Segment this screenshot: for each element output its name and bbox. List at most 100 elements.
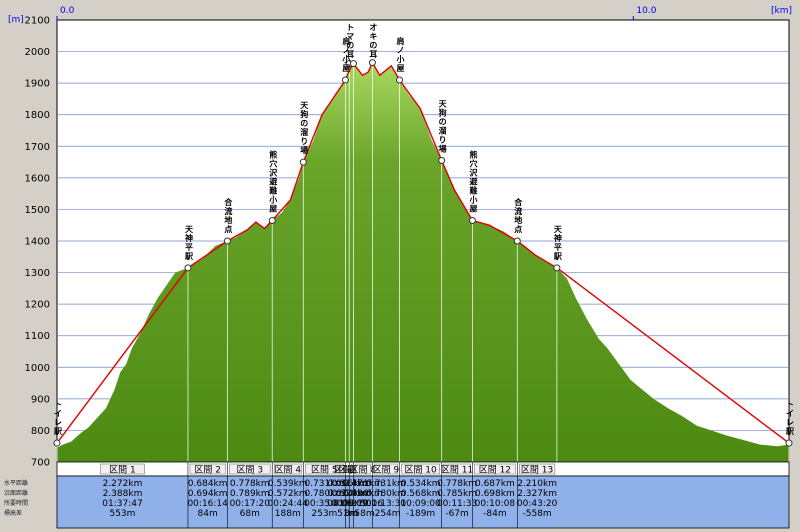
y-tick-label: 1000 — [25, 363, 50, 374]
checkpoint-label: 肩ノ小屋 — [341, 36, 350, 73]
y-tick-label: 1900 — [25, 79, 50, 90]
section-name: 区間 3 — [237, 465, 264, 476]
section-value: 00:17:20 — [230, 499, 271, 509]
section-value: 8m — [344, 509, 359, 519]
y-axis: 700 800 900 1000 1100 1200 1300 1400 1500 1600 170… — [25, 16, 50, 469]
checkpoint-marker — [53, 439, 61, 447]
section-value: 0.731km — [304, 479, 344, 489]
y-tick-label: 900 — [31, 394, 50, 405]
section-value: 0.066km — [327, 479, 367, 489]
section-value: 0.329km — [331, 489, 371, 499]
route-path — [56, 61, 790, 444]
x-axis: 0.0 10.0 — [56, 6, 657, 20]
section-name: 区間 10 — [404, 465, 437, 476]
checkpoint-label: 天狗の溜り場 — [438, 99, 448, 153]
table-row-label: 水平距離 — [4, 479, 28, 487]
checkpoint-marker — [268, 216, 276, 224]
section-header-cell — [518, 463, 556, 475]
x-tick-label: 0.0 — [60, 6, 75, 16]
y-tick-label: 1400 — [25, 237, 50, 248]
section-name: 区間 8 — [350, 465, 377, 476]
checkpoint-label: トイレ駅 — [786, 400, 795, 436]
checkpoint-marker — [223, 237, 231, 245]
section-value: 0.778km — [437, 479, 477, 489]
section-name: 区間 1 — [109, 465, 136, 476]
terrain-fill — [57, 62, 789, 462]
section-value: 68m — [240, 509, 260, 519]
section-value: 0.778km — [230, 479, 270, 489]
section-header-cell — [474, 463, 516, 475]
section-name: 区間 2 — [194, 465, 221, 476]
section-header-cell — [374, 463, 398, 475]
section-value: 00:11:33 — [437, 499, 477, 509]
section-value: 0.490km — [343, 489, 383, 499]
section-value: 0.572km — [268, 489, 308, 499]
section-value: 0.698km — [475, 489, 515, 499]
checkpoint-label: 天神平駅 — [185, 225, 194, 261]
section-name: 区間 12 — [479, 465, 511, 476]
section-value: 51m — [337, 509, 357, 519]
section-header-cell — [229, 463, 271, 475]
section-value: 84m — [198, 509, 218, 519]
y-tick-label: 800 — [31, 426, 50, 437]
section-value: -254m — [371, 509, 400, 519]
x-axis-unit-label: [km] — [771, 6, 792, 16]
section-value: -84m — [483, 509, 506, 519]
section-value: 00:24:44 — [268, 499, 309, 509]
section-value: 0.534km — [401, 479, 441, 489]
checkpoint-marker — [553, 264, 561, 272]
table-row-label: 標高差 — [4, 509, 22, 517]
y-tick-label: 1100 — [25, 331, 50, 342]
checkpoint-marker — [438, 156, 446, 164]
y-tick-label: 1200 — [25, 300, 50, 311]
y-tick-label: 1800 — [25, 110, 50, 121]
checkpoint-label: 合流地点 — [513, 197, 523, 234]
checkpoint-marker — [299, 158, 307, 166]
section-header-cell — [273, 463, 302, 475]
x-tick-label: 10.0 — [636, 6, 656, 16]
section-header-cell — [401, 463, 440, 475]
checkpoint-label: 天狗の溜り場 — [299, 101, 309, 155]
section-header-cell — [443, 463, 471, 475]
checkpoint-markers — [53, 59, 793, 447]
section-name: 区間 5 — [311, 465, 338, 476]
section-value: 01:37:47 — [102, 499, 142, 509]
checkpoint-label: 熊穴沢避難小屋 — [468, 149, 478, 213]
section-value: -67m — [445, 509, 468, 519]
checkpoint-marker — [368, 59, 376, 67]
y-tick-label: 1700 — [25, 142, 50, 153]
checkpoint-marker — [396, 76, 404, 84]
section-header-cell — [189, 463, 226, 475]
checkpoint-label: 肩ノ小屋 — [396, 36, 405, 73]
table-row-label: 所要時間 — [4, 499, 28, 507]
section-value: 0.687km — [475, 479, 515, 489]
section-header-cell — [355, 463, 371, 475]
section-value: 0.314km — [331, 479, 371, 489]
section-value: 0.780km — [304, 489, 344, 499]
section-value: 2.272km — [103, 479, 143, 489]
section-header-cell — [100, 463, 145, 475]
section-value: 00:09:00 — [400, 499, 441, 509]
section-name: 区間 9 — [373, 465, 400, 476]
section-value: 00:10:16 — [343, 499, 384, 509]
section-value: 00:16:14 — [187, 499, 228, 509]
section-value: 0.789km — [230, 489, 270, 499]
section-value: -189m — [406, 509, 435, 519]
section-header-cell — [304, 463, 344, 475]
checkpoint-lines — [56, 62, 790, 462]
section-name: 区間 6 — [334, 465, 361, 476]
y-tick-label: 700 — [31, 458, 50, 469]
section-value: -558m — [522, 509, 551, 519]
checkpoint-label: 熊穴沢避難小屋 — [268, 149, 278, 213]
checkpoint-label: オキの耳 — [369, 23, 377, 59]
section-value: 253m — [311, 509, 337, 519]
section-value: 00:35:41 — [304, 499, 344, 509]
checkpoint-label: トマの耳 — [346, 23, 354, 59]
section-value: 00:43:20 — [517, 499, 558, 509]
checkpoint-label: 天神平駅 — [554, 225, 563, 261]
checkpoint-marker — [468, 216, 476, 224]
checkpoint-marker — [184, 264, 192, 272]
